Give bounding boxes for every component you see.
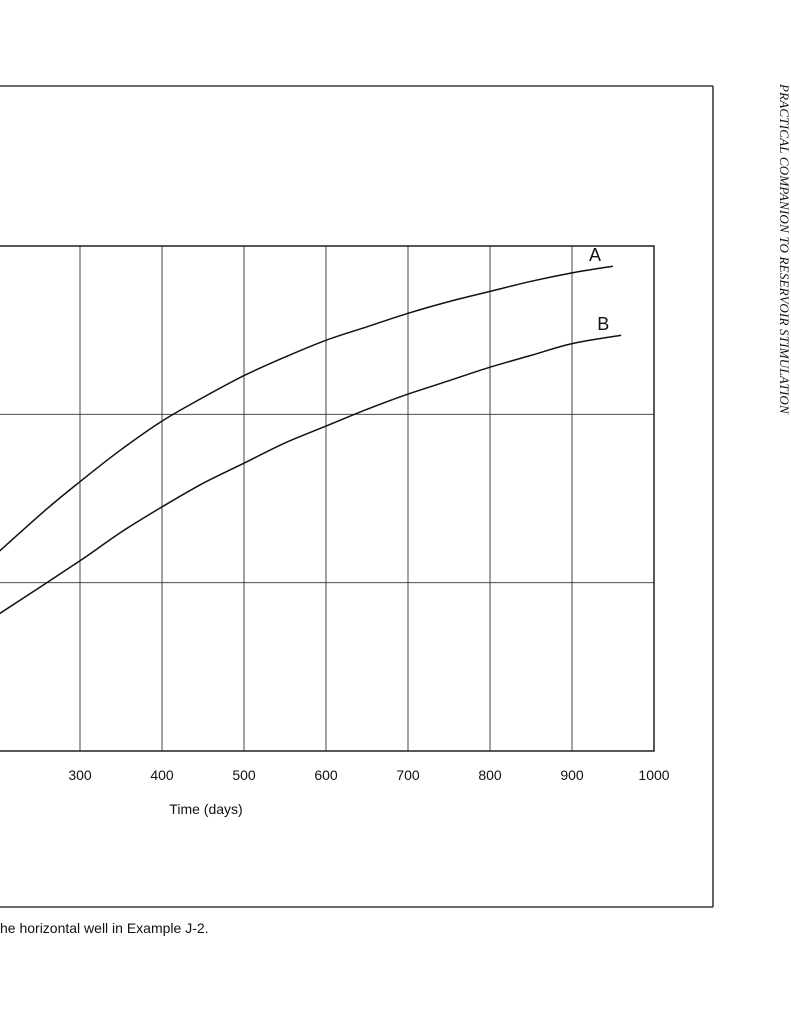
running-head: PRACTICAL COMPANION TO RESERVOIR STIMULA… [777, 84, 791, 414]
x-tick-label-900: 900 [560, 767, 584, 783]
series-label-b: B [597, 314, 609, 334]
figure-caption: he horizontal well in Example J-2. [0, 920, 209, 936]
x-tick-label-300: 300 [68, 767, 92, 783]
x-tick-label-800: 800 [478, 767, 502, 783]
series-line-b [0, 334, 622, 615]
x-tick-label-1000: 1000 [638, 767, 669, 783]
x-tick-labels: 300 400 500 600 700 800 900 1000 [68, 767, 669, 783]
series-label-layer: AB [589, 245, 609, 334]
series-line-a [0, 265, 614, 552]
chart-series-layer [0, 265, 622, 615]
plot-area-border [0, 245, 655, 752]
x-tick-label-400: 400 [150, 767, 174, 783]
x-axis-title: Time (days) [169, 801, 242, 817]
series-label-a: A [589, 245, 601, 265]
chart-grid [0, 246, 654, 751]
x-tick-label-700: 700 [396, 767, 420, 783]
x-tick-label-600: 600 [314, 767, 338, 783]
x-tick-label-500: 500 [232, 767, 256, 783]
